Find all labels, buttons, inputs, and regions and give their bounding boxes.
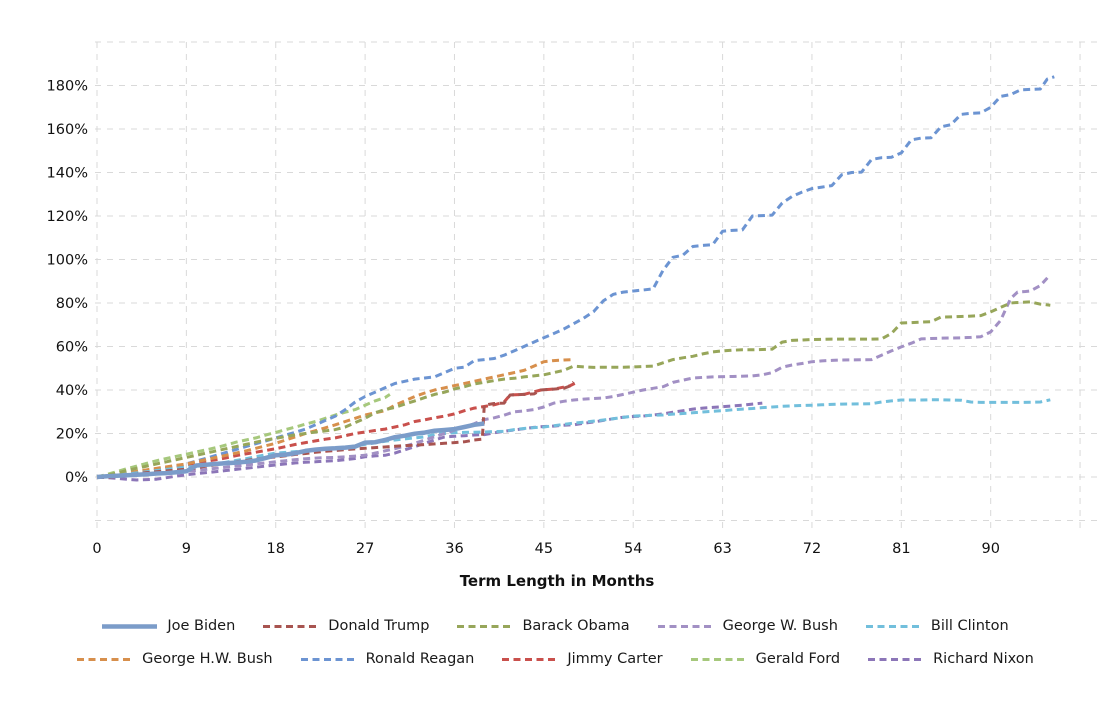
series-line-joe-biden xyxy=(96,421,485,480)
x-axis-labels: 0 9 18 27 36 45 54 63 72 81 90 xyxy=(92,541,1000,557)
y-tick-label: 180% xyxy=(47,79,88,95)
legend-swatch-barack-obama xyxy=(457,624,513,628)
legend-item-jimmy-carter: Jimmy Carter xyxy=(501,651,663,667)
x-tick-label: 0 xyxy=(92,541,101,557)
legend-label-jimmy-carter: Jimmy Carter xyxy=(567,651,663,667)
legend-item-bill-clinton: Bill Clinton xyxy=(865,618,1009,634)
y-tick-label: 0% xyxy=(65,470,88,486)
legend-item-richard-nixon: Richard Nixon xyxy=(867,651,1034,667)
legend-swatch-george-h-w-bush xyxy=(77,657,133,661)
legend-label-richard-nixon: Richard Nixon xyxy=(933,651,1034,667)
gridlines xyxy=(95,41,1102,530)
legend-swatch-donald-trump xyxy=(263,624,319,628)
x-tick-label: 54 xyxy=(624,541,642,557)
legend-label-george-h-w-bush: George H.W. Bush xyxy=(142,651,273,667)
series-line-barack-obama xyxy=(96,300,1051,479)
y-tick-label: 100% xyxy=(47,253,88,269)
x-axis-title: Term Length in Months xyxy=(460,572,655,590)
series-line-jimmy-carter xyxy=(96,380,579,479)
series-line-george-h-w-bush xyxy=(96,358,574,479)
x-tick-label: 90 xyxy=(981,541,999,557)
legend-label-joe-biden: Joe Biden xyxy=(167,618,236,634)
legend-swatch-joe-biden xyxy=(102,623,158,629)
legend-row: Joe Biden Donald Trump Barack Obama George … xyxy=(0,618,1110,634)
line-chart: 0% 20% 40% 60% 80% 100% 120% 140% 160% 180% 0 9 18 2… xyxy=(47,41,1102,590)
series-line-gerald-ford xyxy=(96,393,391,479)
legend: Joe Biden Donald Trump Barack Obama George … xyxy=(0,618,1110,667)
series-line-richard-nixon xyxy=(96,401,763,482)
y-tick-label: 40% xyxy=(56,383,88,399)
legend-swatch-ronald-reagan xyxy=(300,657,356,661)
x-tick-label: 45 xyxy=(535,541,553,557)
legend-swatch-bill-clinton xyxy=(865,624,921,628)
legend-swatch-jimmy-carter xyxy=(502,657,558,661)
y-tick-label: 120% xyxy=(47,209,88,225)
x-tick-label: 18 xyxy=(267,541,285,557)
legend-item-george-w-bush: George W. Bush xyxy=(657,618,838,634)
y-tick-label: 20% xyxy=(56,427,88,443)
x-tick-label: 36 xyxy=(445,541,463,557)
legend-label-bill-clinton: Bill Clinton xyxy=(930,618,1009,634)
series-line-george-w-bush xyxy=(96,273,1052,479)
x-tick-label: 72 xyxy=(803,541,821,557)
legend-item-gerald-ford: Gerald Ford xyxy=(690,651,840,667)
x-tick-label: 27 xyxy=(356,541,374,557)
legend-item-barack-obama: Barack Obama xyxy=(456,618,630,634)
y-tick-label: 140% xyxy=(47,166,88,182)
y-tick-label: 160% xyxy=(47,122,88,138)
series-line-ronald-reagan xyxy=(96,75,1055,479)
legend-item-george-h-w-bush: George H.W. Bush xyxy=(76,651,273,667)
legend-label-george-w-bush: George W. Bush xyxy=(722,618,838,634)
x-tick-label: 81 xyxy=(892,541,910,557)
legend-label-donald-trump: Donald Trump xyxy=(328,618,430,634)
legend-item-donald-trump: Donald Trump xyxy=(262,618,429,634)
legend-item-ronald-reagan: Ronald Reagan xyxy=(300,651,475,667)
x-tick-label: 9 xyxy=(182,541,191,557)
legend-item-joe-biden: Joe Biden xyxy=(101,618,235,634)
x-tick-label: 63 xyxy=(713,541,731,557)
y-axis-labels: 0% 20% 40% 60% 80% 100% 120% 140% 160% 180% xyxy=(47,79,88,487)
series-lines xyxy=(96,75,1055,482)
series-line-bill-clinton xyxy=(96,398,1051,479)
legend-label-ronald-reagan: Ronald Reagan xyxy=(365,651,475,667)
legend-label-barack-obama: Barack Obama xyxy=(522,618,630,634)
legend-swatch-gerald-ford xyxy=(690,657,746,661)
legend-label-gerald-ford: Gerald Ford xyxy=(755,651,841,667)
legend-swatch-richard-nixon xyxy=(868,657,924,661)
y-tick-label: 60% xyxy=(56,340,88,356)
legend-row: George H.W. Bush Ronald Reagan Jimmy Carte… xyxy=(0,651,1110,667)
y-tick-label: 80% xyxy=(56,296,88,312)
legend-swatch-george-w-bush xyxy=(657,624,713,628)
